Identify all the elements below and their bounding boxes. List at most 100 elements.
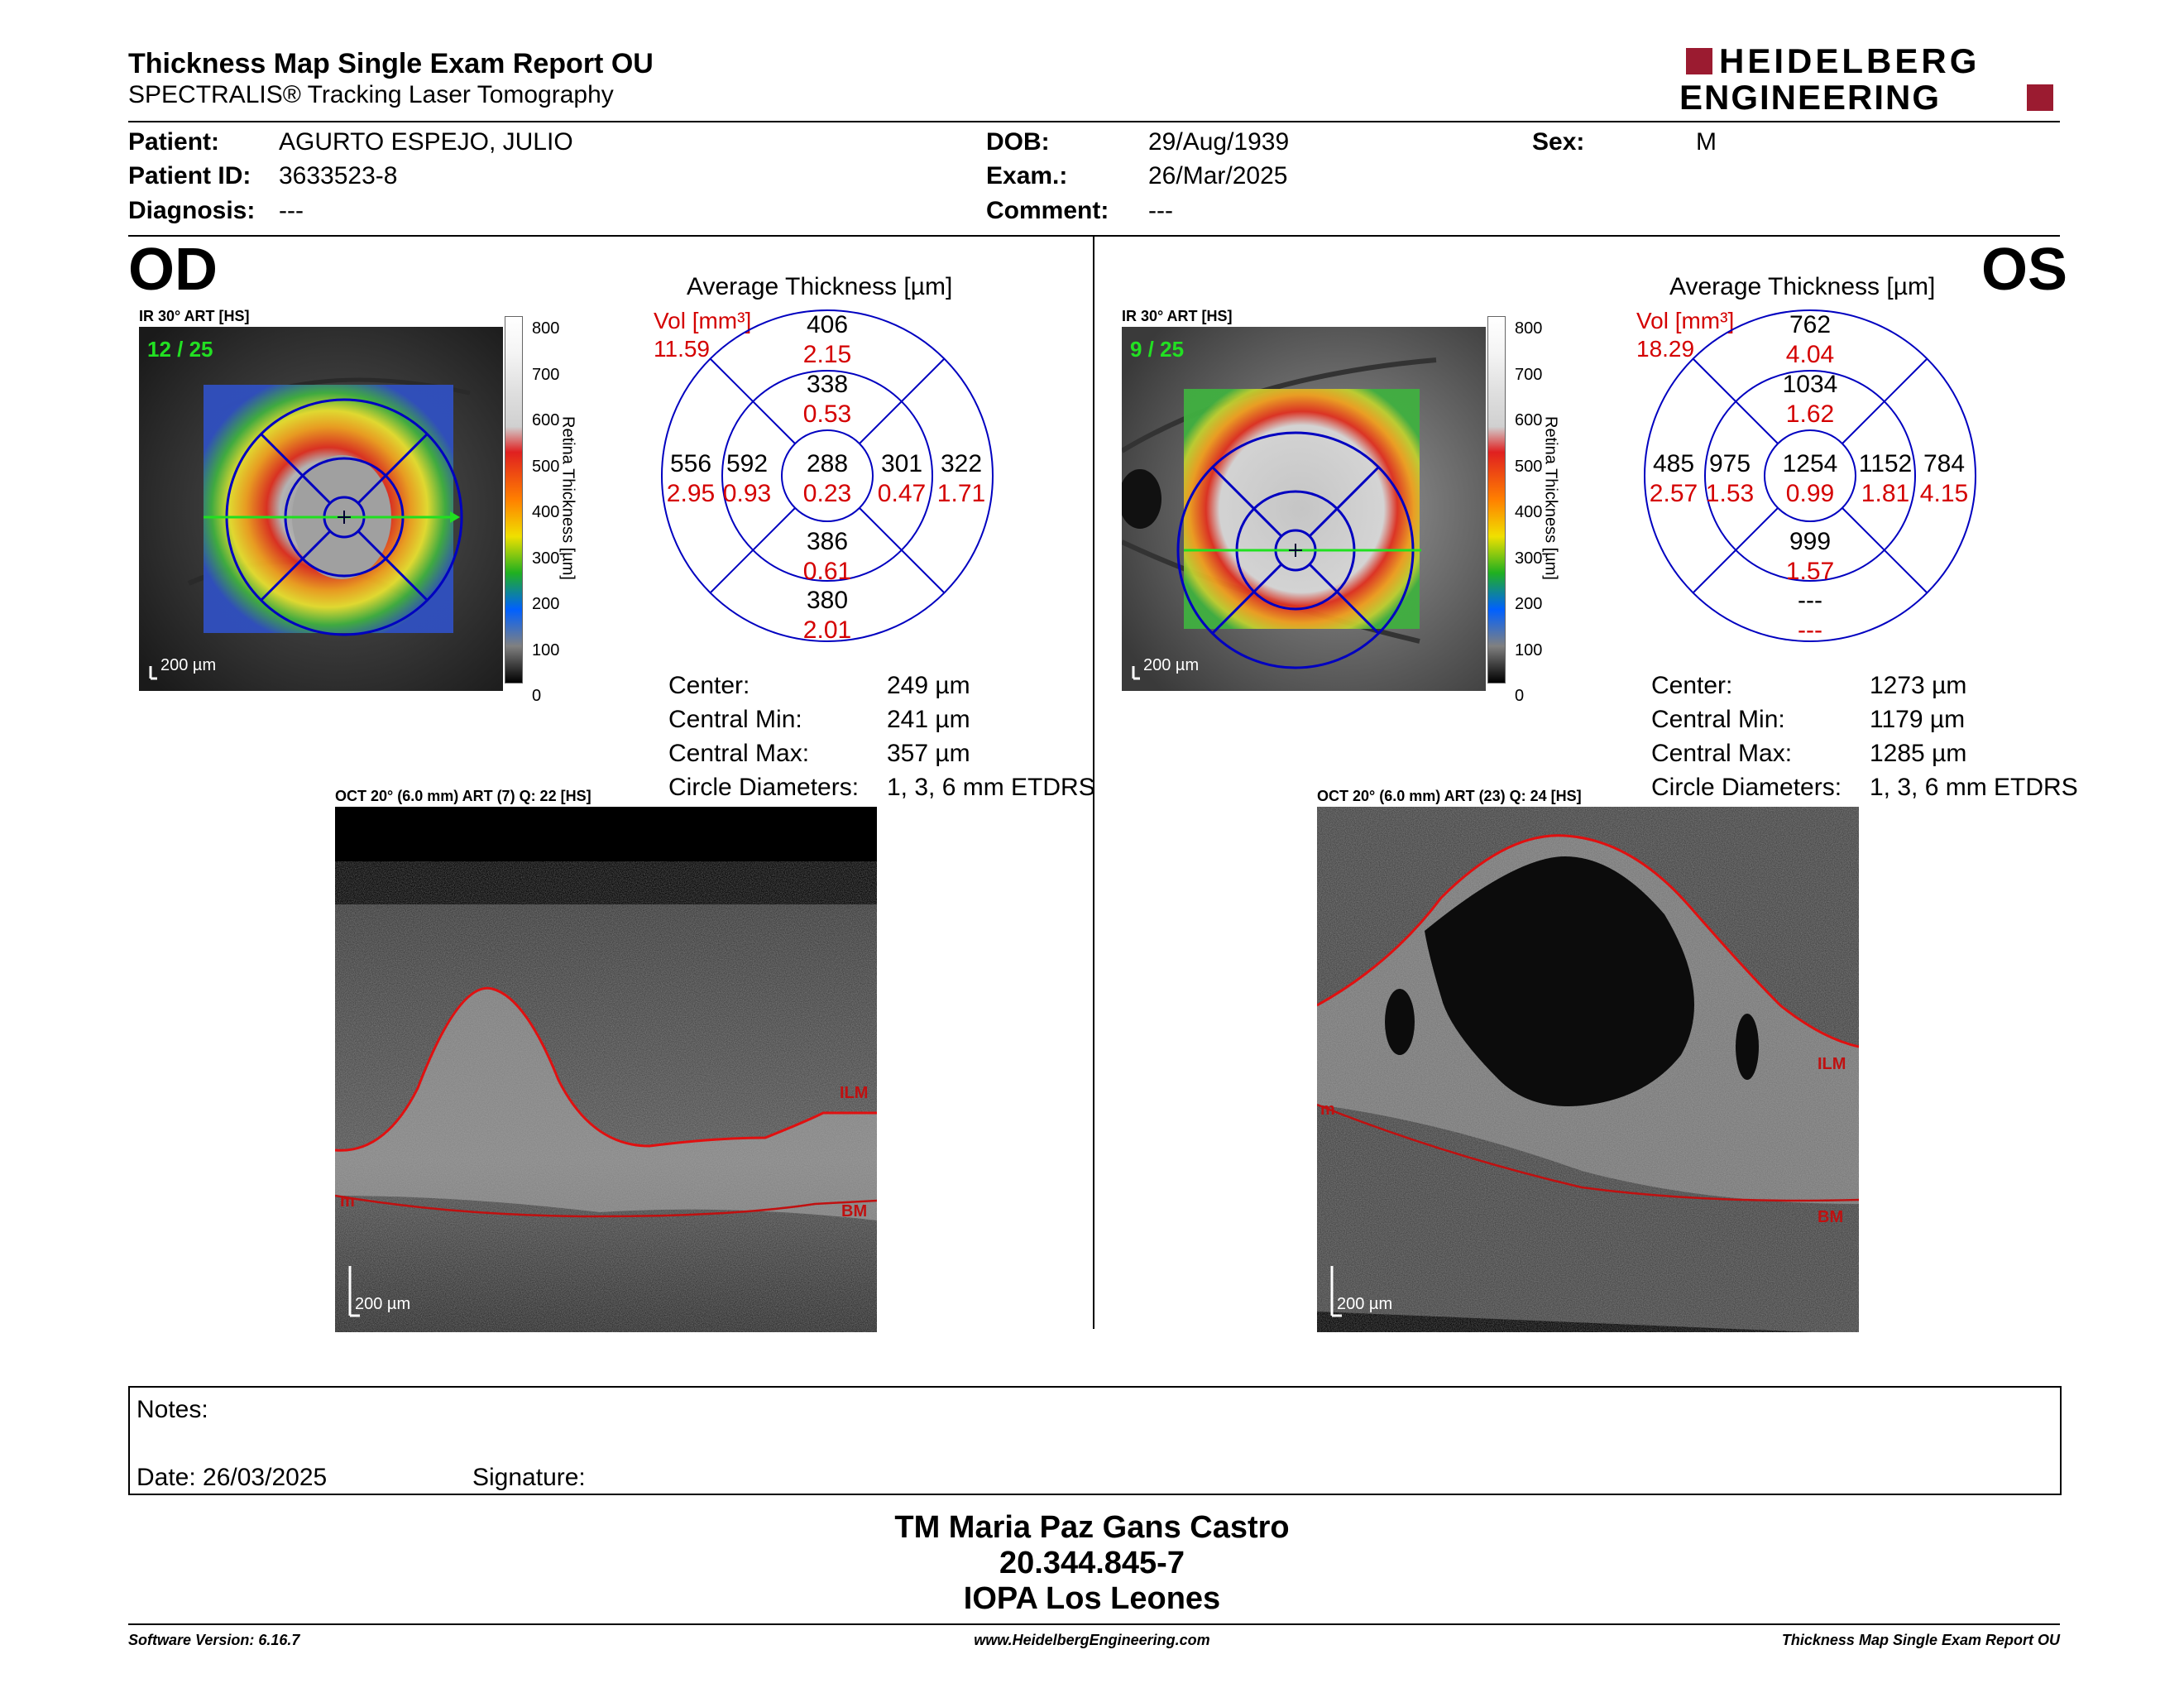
logo-text-heidelberg: HEIDELBERG xyxy=(1719,41,1980,80)
signature-label: Signature: xyxy=(472,1464,586,1491)
os-ir-label: IR 30° ART [HS] xyxy=(1122,308,1233,324)
os-volume-value: 2.57 xyxy=(1649,480,1698,507)
od-volume-value: 2.01 xyxy=(802,616,852,644)
os-stat-label: Center: xyxy=(1651,672,1733,699)
os-thickness-map-image: 9 / 25 200 µm xyxy=(1118,327,1486,691)
od-volume-value: 0.47 xyxy=(877,480,927,507)
od-sector-center: 288 0.23 xyxy=(794,449,860,509)
dob-label: DOB: xyxy=(986,128,1050,156)
os-etdrs-grid xyxy=(1640,306,1980,645)
sex-label: Sex: xyxy=(1532,128,1585,156)
od-frame-counter: 12 / 25 xyxy=(147,337,213,362)
os-sector-inner-inf: 999 1.57 xyxy=(1731,527,1889,587)
os-volume-value: 1.53 xyxy=(1705,480,1755,507)
od-sector-inner-nas: 301 0.47 xyxy=(869,449,935,509)
os-sector-outer-sup: 762 4.04 xyxy=(1731,310,1889,370)
exam-value: 26/Mar/2025 xyxy=(1148,162,1288,189)
notes-box[interactable]: Notes: Date: 26/03/2025 Signature: xyxy=(128,1386,2062,1495)
os-tick: 500 xyxy=(1515,457,1543,476)
os-thickness-value: --- xyxy=(1798,587,1822,614)
od-volume-value: 0.93 xyxy=(722,480,772,507)
os-stat-label: Circle Diameters: xyxy=(1651,774,1842,801)
logo-text-engineering: ENGINEERING xyxy=(1679,78,1942,117)
os-thickness-value: 999 xyxy=(1789,528,1832,555)
od-tick: 0 xyxy=(532,687,542,705)
os-sector-inner-temp: 975 1.53 xyxy=(1697,449,1763,509)
od-tick: 600 xyxy=(532,411,560,429)
os-sector-inner-nas: 1152 1.81 xyxy=(1848,449,1923,509)
od-stat-label: Circle Diameters: xyxy=(668,774,860,801)
os-thickness-value: 1034 xyxy=(1782,371,1838,398)
eye-label-od: OD xyxy=(128,237,218,303)
logo-square-bottom xyxy=(2027,84,2053,111)
od-stats-values: 249 µm 241 µm 357 µm 1, 3, 6 mm ETDRS xyxy=(887,669,1095,804)
od-volume-value: 0.23 xyxy=(802,480,852,507)
os-thickness-value: 975 xyxy=(1708,450,1751,477)
os-volume-value: 4.15 xyxy=(1919,480,1969,507)
od-thickness-value: 322 xyxy=(940,450,983,477)
os-thickness-value: 1254 xyxy=(1782,450,1838,477)
os-left-marker-label: m xyxy=(1320,1101,1335,1119)
os-tick: 300 xyxy=(1515,549,1543,568)
od-volume-value: 1.71 xyxy=(936,480,986,507)
os-vol-label: Vol [mm³] xyxy=(1636,308,1735,333)
os-stat-value: 1, 3, 6 mm ETDRS xyxy=(1870,774,2078,801)
signatory-id: 20.344.845-7 xyxy=(999,1546,1185,1580)
os-volume-value: 1.81 xyxy=(1861,480,1910,507)
od-stat-value: 249 µm xyxy=(887,672,970,699)
os-volume-value: 4.04 xyxy=(1785,341,1835,368)
od-left-marker-label: m xyxy=(340,1192,355,1211)
od-tick: 700 xyxy=(532,365,560,384)
od-thickness-value: 556 xyxy=(669,450,712,477)
footer-divider xyxy=(128,1623,2060,1625)
header-divider xyxy=(128,121,2060,122)
os-volume-value: 1.57 xyxy=(1785,558,1835,585)
os-volume-value: 0.99 xyxy=(1785,480,1835,507)
diagnosis-value: --- xyxy=(279,197,304,224)
od-vol-label: Vol [mm³] xyxy=(654,308,752,333)
os-vol-total: 18.29 xyxy=(1636,336,1695,362)
od-tick: 500 xyxy=(532,457,560,476)
od-sector-inner-sup: 338 0.53 xyxy=(749,370,906,429)
od-colorbar-ticks: 800 700 600 500 400 300 200 100 0 xyxy=(532,306,559,720)
od-oct-scale: 200 µm xyxy=(355,1295,411,1313)
od-thickness-value: 301 xyxy=(880,450,923,477)
os-oct-label: OCT 20° (6.0 mm) ART (23) Q: 24 [HS] xyxy=(1317,788,1582,804)
od-sector-outer-temp: 556 2.95 xyxy=(658,449,724,509)
od-tick: 100 xyxy=(532,640,560,659)
od-volume-value: 2.95 xyxy=(666,480,716,507)
os-oct-bscan-image: ILM BM m 200 µm xyxy=(1316,807,1860,1332)
os-stat-value: 1273 µm xyxy=(1870,672,1967,699)
exam-label: Exam.: xyxy=(986,162,1068,189)
od-ir-label: IR 30° ART [HS] xyxy=(139,308,250,324)
os-sector-outer-temp: 485 2.57 xyxy=(1640,449,1707,509)
os-colorbar-ticks: 800 700 600 500 400 300 200 100 0 xyxy=(1515,306,1542,720)
os-tick: 100 xyxy=(1515,640,1543,659)
os-tick: 400 xyxy=(1515,503,1543,521)
os-sector-outer-nas: 784 4.15 xyxy=(1911,449,1977,509)
os-thickness-value: 485 xyxy=(1652,450,1695,477)
od-thickness-map-image: 12 / 25 200 µm xyxy=(139,327,503,691)
software-version: Software Version: 6.16.7 xyxy=(128,1632,300,1648)
od-thickness-value: 338 xyxy=(806,371,849,398)
od-sector-inner-inf: 386 0.61 xyxy=(749,527,906,587)
od-stat-label: Central Min: xyxy=(668,706,802,733)
os-stat-value: 1285 µm xyxy=(1870,740,1967,767)
os-stat-label: Central Min: xyxy=(1651,706,1785,733)
os-thickness-value: 1152 xyxy=(1858,450,1913,477)
od-stat-value: 1, 3, 6 mm ETDRS xyxy=(887,774,1095,801)
os-colorbar-label: Retina Thickness [µm] xyxy=(1541,416,1560,580)
footer-url[interactable]: www.HeidelbergEngineering.com xyxy=(974,1632,1210,1648)
od-oct-label: OCT 20° (6.0 mm) ART (7) Q: 22 [HS] xyxy=(335,788,592,804)
signatory-institution: IOPA Los Leones xyxy=(963,1581,1221,1616)
patient-id: 3633523-8 xyxy=(279,162,398,189)
od-thickness-value: 386 xyxy=(806,528,849,555)
os-volume-value: 1.62 xyxy=(1785,400,1835,428)
report-title: Thickness Map Single Exam Report OU xyxy=(128,48,654,79)
od-tick: 400 xyxy=(532,503,560,521)
os-volume-value: --- xyxy=(1798,616,1822,644)
od-oct-bscan-image: ILM BM m 200 µm xyxy=(334,807,878,1332)
eye-divider xyxy=(1093,237,1094,1329)
od-thickness-value: 288 xyxy=(806,450,849,477)
od-sector-outer-sup: 406 2.15 xyxy=(749,310,906,370)
